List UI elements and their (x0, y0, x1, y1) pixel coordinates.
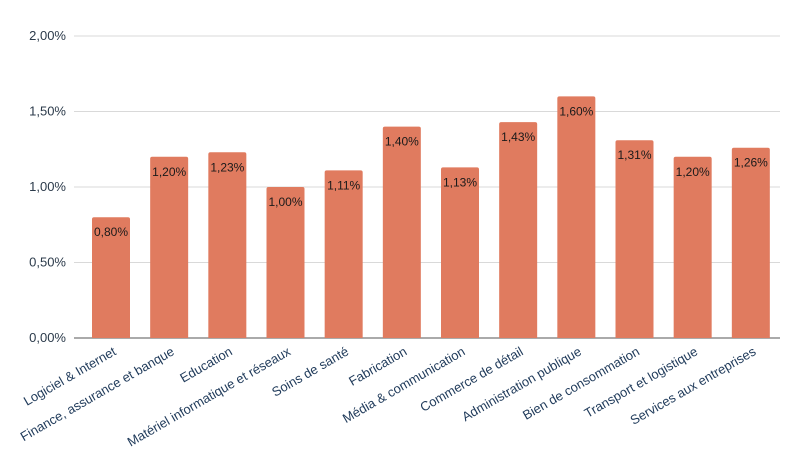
gridlines (74, 35, 780, 339)
y-tick-label: 0,00% (29, 330, 66, 345)
bar (266, 187, 305, 338)
bar (673, 156, 712, 338)
bar (731, 147, 770, 338)
data-label: 1,60% (559, 104, 593, 118)
bar (150, 156, 189, 338)
bar (615, 140, 654, 338)
data-label: 0,80% (94, 225, 128, 239)
data-label: 1,43% (501, 130, 535, 144)
data-label: 1,23% (210, 160, 244, 174)
data-label: 1,00% (268, 195, 302, 209)
y-tick-label: 1,00% (29, 179, 66, 194)
bar (441, 167, 479, 338)
bars (92, 96, 770, 339)
bar (382, 126, 421, 338)
bar (324, 170, 363, 338)
data-label: 1,20% (152, 165, 186, 179)
data-label: 1,26% (734, 156, 768, 170)
y-tick-label: 0,50% (29, 255, 66, 270)
y-tick-label: 2,00% (29, 28, 66, 43)
bar (499, 122, 538, 338)
bar (557, 96, 596, 339)
data-label: 1,40% (385, 135, 419, 149)
data-label: 1,13% (443, 175, 477, 189)
y-axis-ticks: 0,00% 0,50% 1,00% 1,50% 2,00% (29, 28, 66, 345)
y-tick-label: 1,50% (29, 104, 66, 119)
data-label: 1,11% (327, 178, 360, 192)
x-category-label: Logiciel & Internet (21, 343, 119, 408)
bar (208, 152, 247, 338)
data-labels: 0,80% 1,20% 1,23% 1,00% 1,11% 1,40% 1,13% 1,43%… (94, 104, 768, 239)
data-label: 1,31% (617, 148, 651, 162)
data-label: 1,20% (676, 165, 710, 179)
bar (92, 217, 130, 338)
